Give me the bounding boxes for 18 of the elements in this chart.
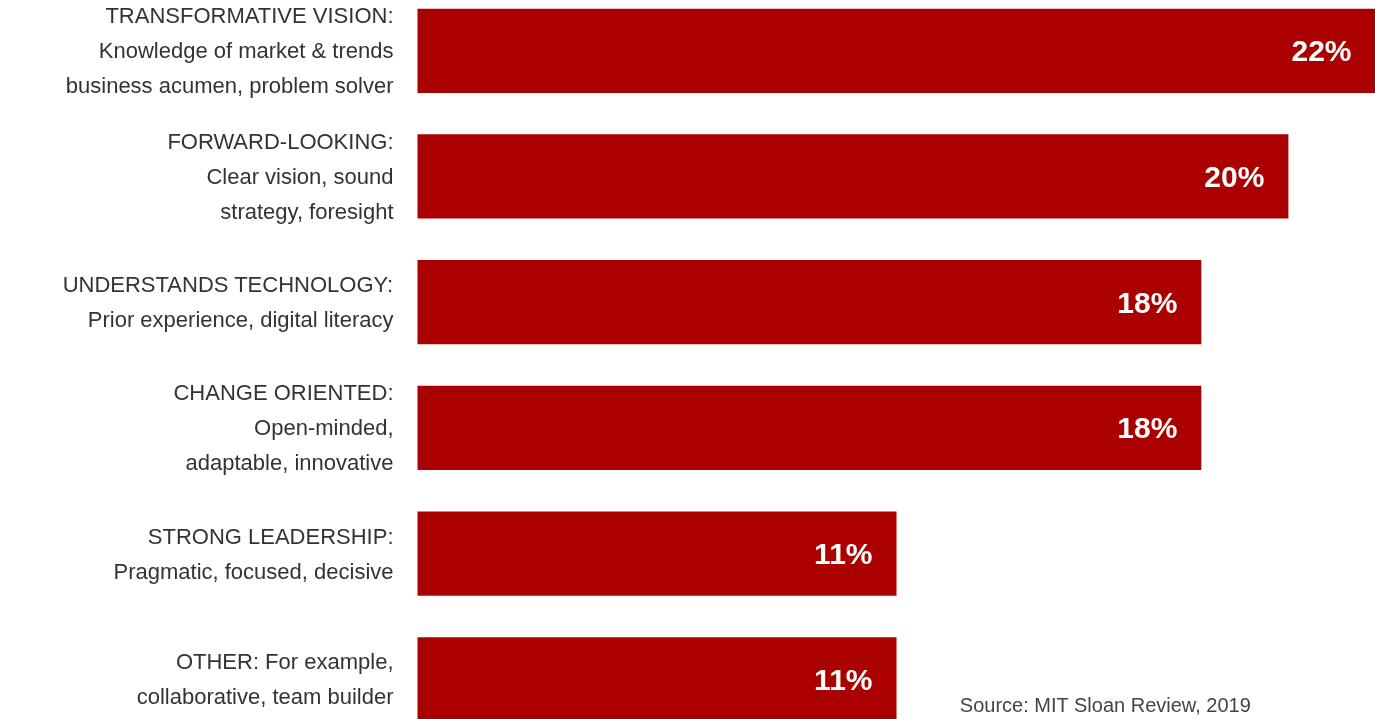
- y-tick-label: TRANSFORMATIVE VISION: Knowledge of market & trends business acumen, problem solver: [65, 3, 394, 99]
- annotation: Source: MIT Sloan Review, 2019: [959, 693, 1251, 716]
- bar: [417, 134, 1289, 219]
- bar: [417, 260, 1202, 345]
- bar: [417, 511, 897, 596]
- y-tick-label: STRONG LEADERSHIP: Pragmatic, focused, decisive: [113, 523, 394, 584]
- y-tick-label: UNDERSTANDS TECHNOLOGY: Prior experience, digital literacy: [62, 272, 394, 333]
- bar: [417, 8, 1375, 93]
- y-tick-label: FORWARD-LOOKING: Clear vision, sound strategy, foresight: [167, 128, 394, 224]
- y-tick-label: CHANGE ORIENTED: Open-minded, adaptable, innovative: [173, 380, 394, 476]
- data-label: 18%: [1117, 411, 1178, 445]
- data-label: 11%: [814, 537, 873, 571]
- data-label: 22%: [1291, 34, 1352, 68]
- data-label: 11%: [814, 662, 873, 696]
- y-tick-label: OTHER: For example, collaborative, team builder: [136, 649, 394, 710]
- data-label: 20%: [1204, 159, 1265, 193]
- bar: [417, 385, 1202, 470]
- data-label: 18%: [1117, 285, 1178, 319]
